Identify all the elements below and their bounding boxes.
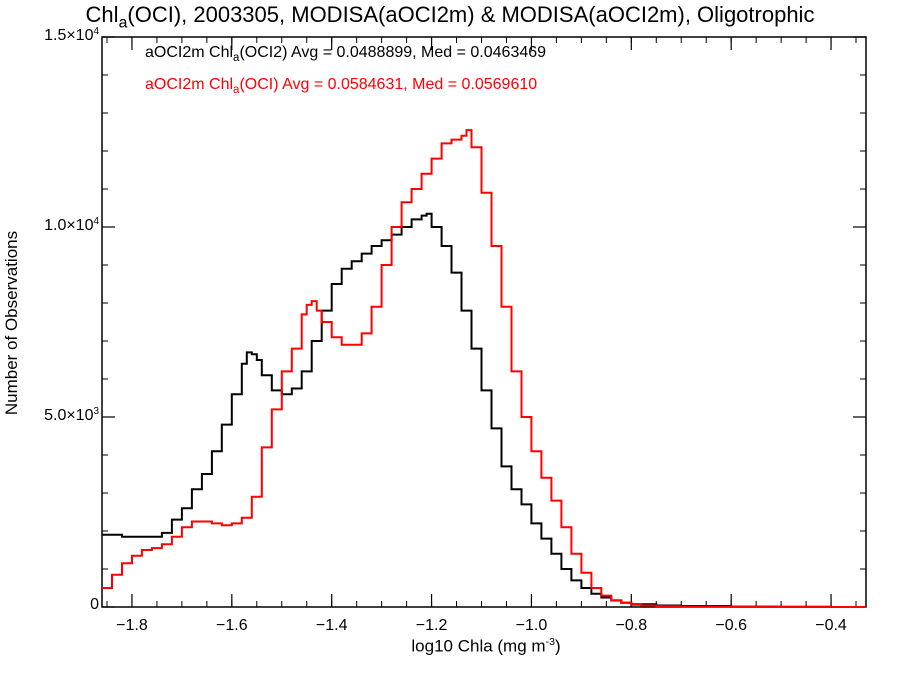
x-tick-label: −0.4 [815,617,847,634]
x-tick-label: −1.6 [216,617,248,634]
x-tick-label: −1.8 [116,617,148,634]
x-tick-label: −1.2 [415,617,448,634]
y-tick-label: 0 [90,596,99,613]
x-tick-label: −0.8 [615,617,648,634]
y-tick-label: 1.0×104 [44,216,99,234]
series-line-0 [102,212,866,608]
x-tick-label: −1.4 [315,617,348,634]
plot-area-frame [101,36,867,608]
y-tick-label: 5.0×103 [44,406,99,424]
legend-entry-ocI2: aOCI2m Chla(OCI2) Avg = 0.0488899, Med =… [145,44,547,65]
x-axis-label: log10 Chla (mg m-3) [411,636,561,656]
chart-title: Chla(OCI), 2003305, MODISA(aOCI2m) & MOD… [85,2,815,32]
x-tick-label: −0.6 [715,617,747,634]
legend-entry-oci: aOCI2m Chla(OCI) Avg = 0.0584631, Med = … [145,76,538,97]
series-line-1 [102,129,866,608]
y-axis-label: Number of Observations [2,230,21,416]
y-tick-label: 1.5×104 [44,26,99,44]
x-tick-label: −1.0 [515,617,548,634]
